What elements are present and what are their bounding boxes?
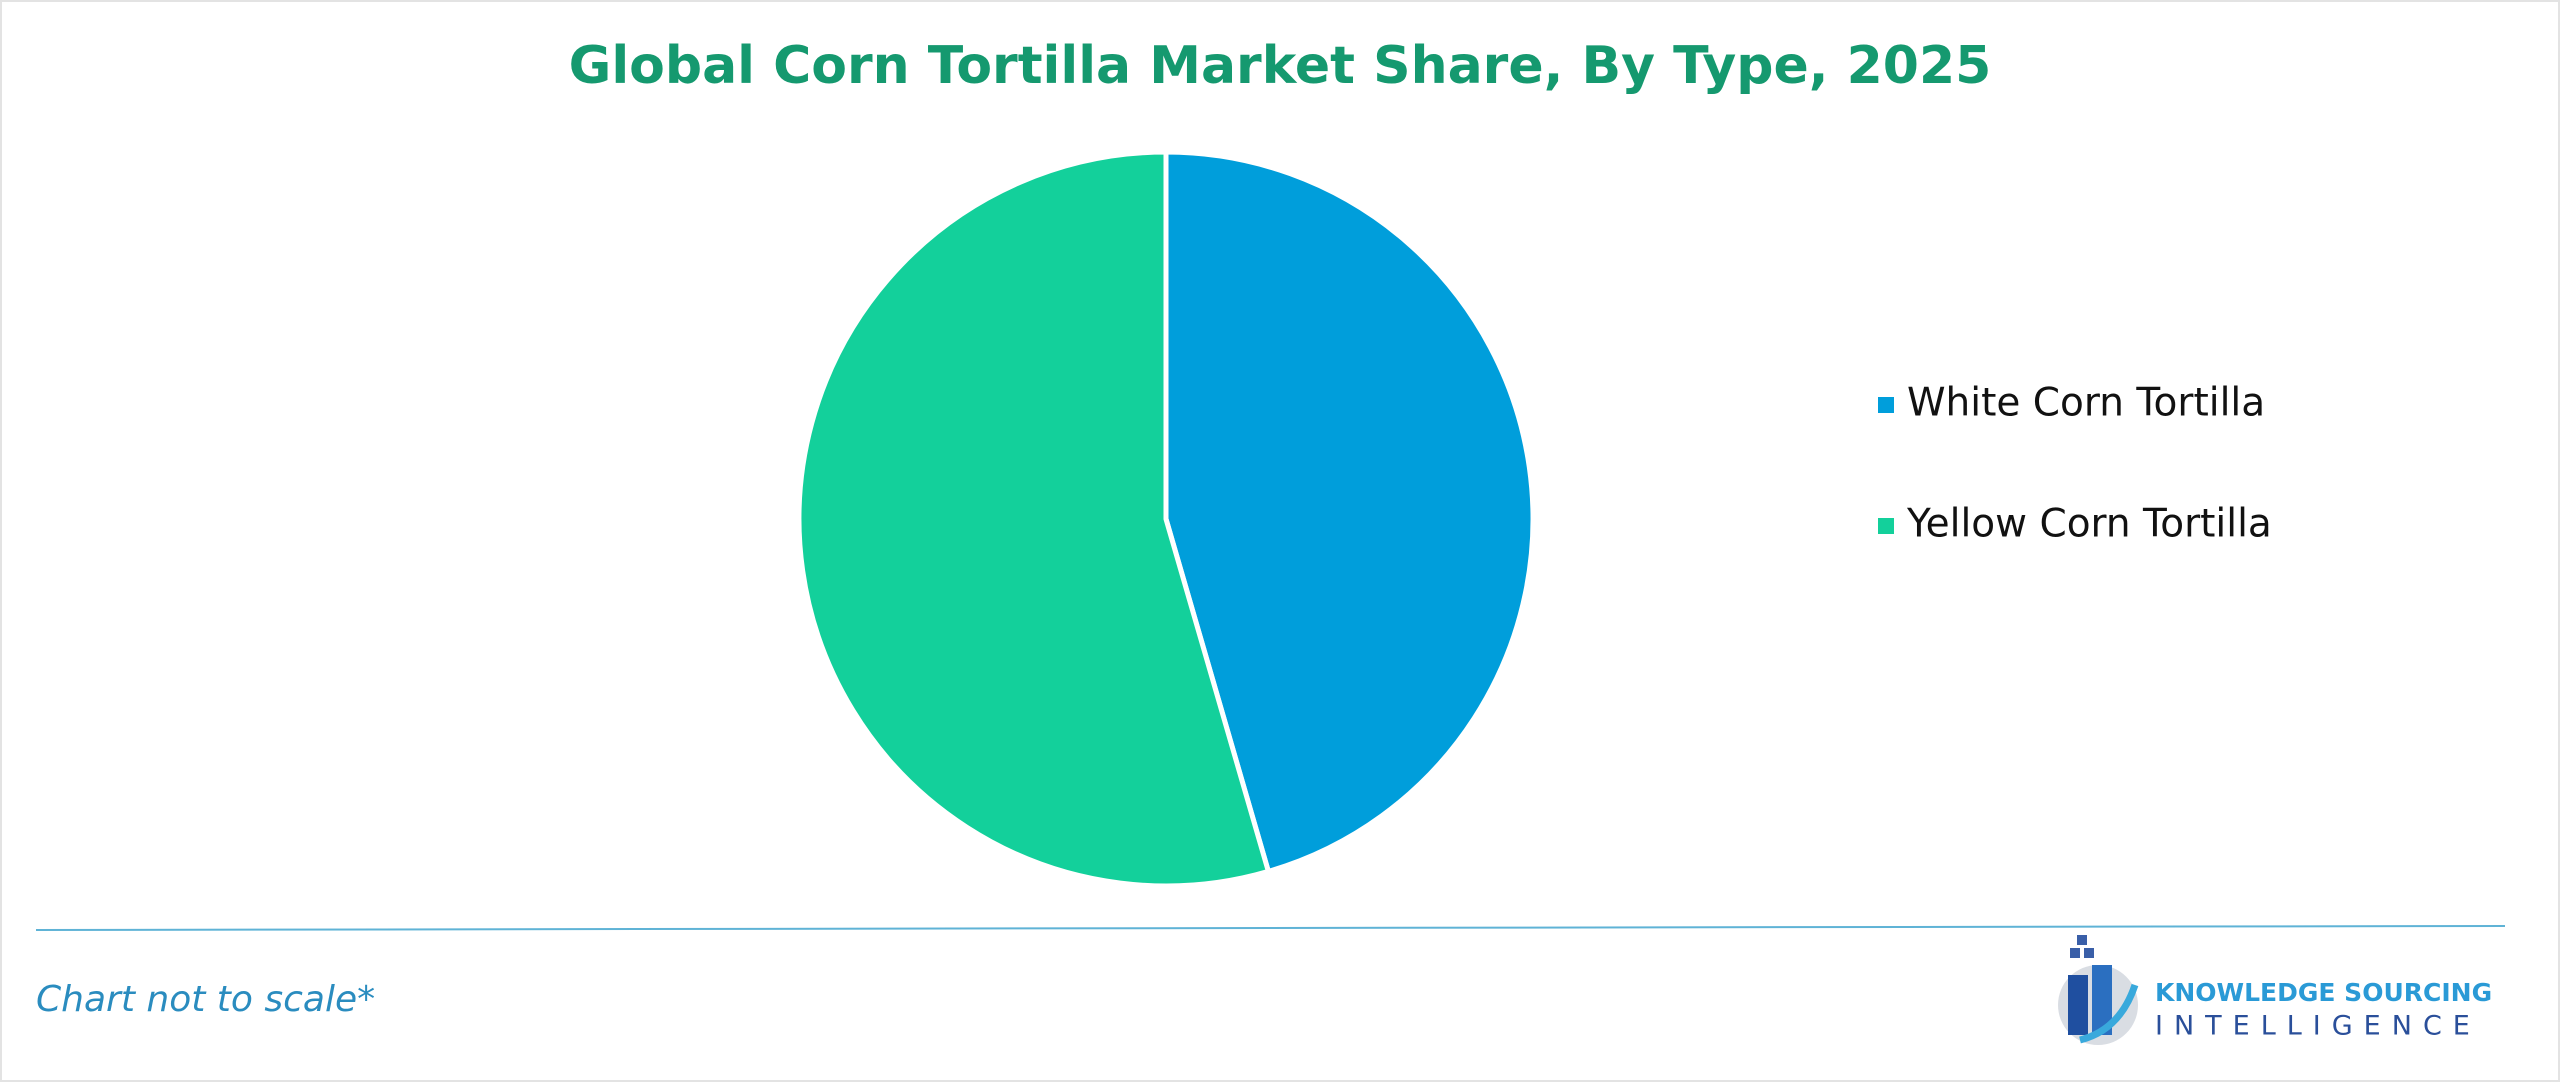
- pie-slice: [796, 149, 1271, 889]
- pie: [796, 149, 1536, 889]
- logo-bar: [2092, 965, 2112, 1035]
- logo-block: [2084, 948, 2094, 958]
- legend-label: White Corn Tortilla: [1907, 381, 2265, 426]
- legend-swatch: [1878, 518, 1894, 534]
- logo-text: KNOWLEDGE SOURCING: [2155, 978, 2492, 1007]
- legend: White Corn Tortilla Yellow Corn Tortilla: [1878, 381, 2272, 547]
- logo-arrow: [2079, 983, 2139, 1044]
- logo: KNOWLEDGE SOURCING INTELLIGENCE: [2058, 935, 2492, 1045]
- logo-text: INTELLIGENCE: [2155, 1011, 2481, 1042]
- note: Chart not to scale*: [36, 979, 375, 1020]
- legend-label: Yellow Corn Tortilla: [1906, 502, 2272, 547]
- logo-block: [2070, 948, 2080, 958]
- logo-block: [2077, 935, 2087, 945]
- logo-bar: [2068, 975, 2088, 1035]
- chart-title: Global Corn Tortilla Market Share, By Ty…: [569, 36, 1992, 96]
- pie-slice: [1163, 149, 1536, 874]
- legend-swatch: [1878, 397, 1894, 413]
- separator: [35, 925, 2506, 931]
